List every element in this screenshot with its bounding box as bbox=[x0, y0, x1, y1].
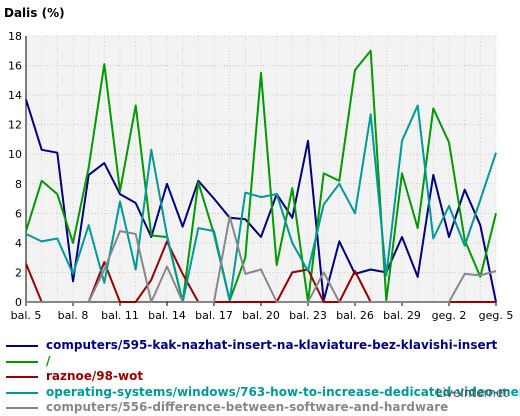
x-tick-label: bal. 8 bbox=[58, 309, 89, 322]
x-tick-label: bal. 5 bbox=[11, 309, 42, 322]
x-tick-label: geg. 5 bbox=[479, 309, 514, 322]
credit-label: LiveInternet bbox=[435, 386, 508, 400]
plot-area: 0 2 4 6 8 10 12 14 16 18 bal. 5 bal. 8 bal. 11 bal. 1… bbox=[8, 30, 513, 322]
legend-label: raznoe/98-wot bbox=[46, 369, 144, 383]
legend-swatch bbox=[6, 376, 38, 378]
x-tick-label: bal. 20 bbox=[242, 309, 280, 322]
legend-item: operating-systems/windows/763-how-to-inc… bbox=[6, 385, 520, 401]
series-line-2 bbox=[25, 49, 497, 303]
y-tick-label: 10 bbox=[8, 148, 22, 161]
x-tick-label: bal. 29 bbox=[383, 309, 421, 322]
legend-swatch bbox=[6, 407, 38, 409]
legend-swatch bbox=[6, 360, 38, 363]
y-tick-label: 14 bbox=[8, 89, 22, 102]
y-tick-label: 6 bbox=[15, 207, 22, 220]
x-tick-label: bal. 14 bbox=[148, 309, 186, 322]
legend-label: computers/556-difference-between-softwar… bbox=[46, 400, 449, 414]
legend-item: raznoe/98-wot bbox=[6, 369, 520, 385]
y-axis-label: Dalis (%) bbox=[4, 6, 65, 20]
legend: computers/595-kak-nazhat-insert-na-klavi… bbox=[6, 338, 520, 416]
y-tick-label: 16 bbox=[8, 60, 22, 73]
y-tick-label: 18 bbox=[8, 30, 22, 43]
y-tick-label: 8 bbox=[15, 178, 22, 191]
x-tick-label: bal. 17 bbox=[195, 309, 233, 322]
legend-swatch bbox=[6, 345, 38, 347]
x-tick-label: bal. 26 bbox=[336, 309, 374, 322]
legend-label: / bbox=[46, 353, 51, 368]
series-line-5 bbox=[26, 215, 497, 303]
legend-item: computers/556-difference-between-softwar… bbox=[6, 400, 520, 416]
y-tick-label: 4 bbox=[15, 237, 22, 250]
x-tick-label: bal. 23 bbox=[289, 309, 327, 322]
line-chart: Dalis (%) 0 2 4 6 8 10 12 14 16 18 bal. 5 bal. 8 bal… bbox=[4, 6, 513, 322]
legend-swatch bbox=[6, 391, 38, 394]
x-tick-label: geg. 2 bbox=[432, 309, 467, 322]
legend-item: / bbox=[6, 354, 520, 370]
x-tick-label: bal. 11 bbox=[101, 309, 139, 322]
series-line-4 bbox=[25, 104, 497, 303]
y-tick-label: 12 bbox=[8, 119, 22, 132]
legend-label: computers/595-kak-nazhat-insert-na-klavi… bbox=[46, 338, 498, 352]
legend-label: operating-systems/windows/763-how-to-inc… bbox=[46, 384, 520, 399]
y-tick-label: 0 bbox=[15, 296, 22, 309]
series-line-1 bbox=[25, 99, 497, 303]
y-tick-label: 2 bbox=[15, 266, 22, 279]
legend-item: computers/595-kak-nazhat-insert-na-klavi… bbox=[6, 338, 520, 354]
